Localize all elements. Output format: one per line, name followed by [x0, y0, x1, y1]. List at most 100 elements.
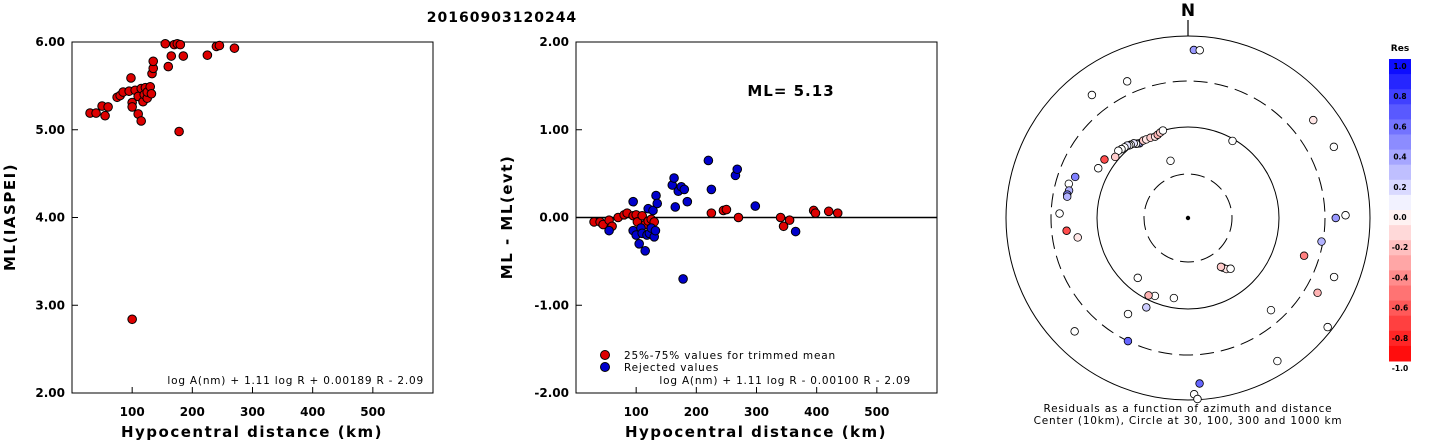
epicenter-dot	[1185, 215, 1191, 221]
p1-ytick-label: 3.00	[35, 298, 65, 312]
p2-data-point	[669, 173, 679, 183]
colorbar-tick-label: -0.8	[1392, 334, 1408, 343]
colorbar-cell	[1389, 225, 1411, 241]
p2-ytick-label: -2.00	[534, 386, 569, 400]
p2-data-point	[679, 184, 690, 195]
panel1-y-ticks: 2.00 3.00 4.00 5.00 6.00	[35, 35, 78, 400]
polar-station-point	[1111, 152, 1120, 162]
p2-data-point	[648, 205, 658, 216]
panel2-y-label: ML - ML(evt)	[498, 155, 516, 279]
p2-xtick-label: 400	[804, 405, 829, 419]
polar-station-point	[1216, 262, 1226, 272]
colorbar-cell	[1389, 345, 1411, 362]
p2-data-point	[652, 198, 663, 209]
p1-data-point	[136, 116, 146, 126]
polar-station-point	[1100, 155, 1109, 164]
colorbar-tick-label: -0.2	[1392, 243, 1408, 252]
p1-data-point	[202, 50, 213, 60]
figure-title: 20160903120244	[427, 10, 577, 26]
polar-station-point	[1133, 273, 1142, 283]
p2-xtick-label: 300	[744, 405, 769, 419]
colorbar-tick-label: 0.4	[1393, 153, 1406, 162]
polar-station-point	[1317, 237, 1326, 246]
panel1-x-ticks: 100 200 300 400 500	[120, 387, 385, 419]
p1-xtick-label: 300	[240, 405, 265, 419]
p1-xtick-label: 500	[360, 405, 385, 419]
colorbar: Res 1.0 0.8 0.6 0.4 0.2 0.0 -0.2 -0.4 -0.6 -0.8 -1…	[1389, 44, 1411, 373]
polar-station-point	[1331, 213, 1340, 223]
p1-data-point	[146, 88, 157, 99]
colorbar-cell	[1389, 240, 1411, 256]
colorbar-cells	[1389, 59, 1411, 362]
polar-station-point	[1309, 115, 1318, 125]
polar-station-point	[1063, 192, 1072, 201]
polar-station-point	[1329, 272, 1339, 282]
colorbar-cell	[1389, 89, 1411, 105]
panel-azimuth-distance: N Residuals as a function of azimuth and…	[1005, 1, 1371, 427]
legend-marker-trimmed	[600, 350, 610, 360]
p2-data-point	[634, 239, 644, 249]
p2-data-point	[628, 196, 638, 207]
polar-station-point	[1195, 46, 1204, 55]
p1-xtick-label: 100	[120, 405, 145, 419]
panel-residual-vs-distance: 100 200 300 400 500 -2.00 -1.00 0.00 1.00 2.00 M…	[498, 35, 938, 441]
panel2-formula: log A(nm) + 1.11 log R - 0.00100 R - 2.0…	[659, 375, 911, 387]
polar-station-point	[1070, 327, 1079, 336]
p2-data-point	[678, 274, 688, 284]
polar-station-point	[1226, 264, 1235, 273]
p1-data-point	[160, 38, 171, 49]
polar-station-point	[1329, 142, 1339, 152]
colorbar-cell	[1389, 74, 1411, 90]
p2-data-point	[703, 155, 714, 166]
polar-station-point	[1228, 136, 1237, 146]
p2-data-point	[784, 215, 795, 225]
p1-data-point	[175, 39, 186, 50]
polar-station-point	[1122, 77, 1132, 86]
polar-station-point	[1094, 164, 1103, 173]
p1-data-point	[214, 40, 225, 51]
colorbar-cell	[1389, 300, 1411, 317]
p2-data-point	[682, 196, 693, 207]
p2-ytick-label: 1.00	[539, 123, 569, 137]
p2-ytick-label: 2.00	[539, 35, 569, 49]
p2-data-point	[604, 225, 614, 236]
p2-data-point	[721, 204, 732, 215]
panel1-formula: log A(nm) + 1.11 log R + 0.00189 R - 2.0…	[167, 375, 424, 387]
p1-xtick-label: 400	[300, 405, 325, 419]
p2-data-point	[651, 190, 661, 201]
p1-xtick-label: 200	[180, 405, 205, 419]
p2-data-point	[706, 184, 717, 195]
colorbar-tick-label: -0.6	[1392, 304, 1408, 313]
colorbar-cell	[1389, 179, 1411, 196]
p1-data-point	[174, 126, 184, 137]
polar-station-point	[1323, 322, 1332, 332]
p1-ytick-label: 5.00	[35, 123, 65, 137]
polar-station-point	[1123, 309, 1133, 319]
p1-data-point	[91, 108, 101, 118]
p2-data-point	[640, 246, 650, 256]
polar-station-point	[1193, 394, 1202, 404]
p2-data-point	[650, 225, 661, 236]
p2-xtick-label: 500	[864, 405, 889, 419]
polar-station-point	[1142, 303, 1151, 312]
panel2-ml-annotation: ML= 5.13	[747, 82, 834, 100]
p1-data-point	[163, 61, 174, 72]
p2-data-point	[733, 212, 744, 223]
legend-label-trimmed: 25%-75% values for trimmed mean	[624, 350, 836, 362]
panel2-x-ticks: 100 200 300 400 500	[624, 387, 889, 419]
p1-ytick-label: 6.00	[35, 35, 65, 49]
panel2-x-label: Hypocentral distance (km)	[625, 423, 887, 441]
panel2-points	[589, 155, 843, 284]
ring-30km	[1143, 173, 1233, 263]
polar-station-point	[1087, 90, 1097, 100]
p1-data-point	[103, 102, 113, 112]
p2-ytick-label: 0.00	[539, 211, 569, 225]
p1-data-point	[100, 110, 110, 121]
p2-data-point	[790, 226, 801, 237]
polar-station-point	[1169, 293, 1179, 303]
polar-station-point	[1123, 336, 1133, 346]
p2-data-point	[778, 221, 789, 232]
p2-data-point	[832, 208, 843, 218]
colorbar-cell	[1389, 285, 1411, 302]
